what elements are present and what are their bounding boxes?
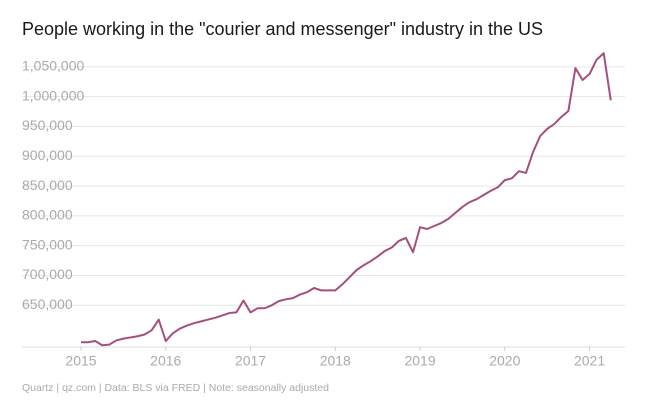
x-tick-label: 2016 [150, 353, 181, 369]
x-tick-label: 2018 [320, 353, 351, 369]
y-tick-label: 700,000 [22, 266, 73, 282]
data-line [81, 52, 612, 347]
y-tick-label: 1,000,000 [22, 87, 84, 103]
y-tick-label: 950,000 [22, 117, 73, 133]
x-tick-label: 2021 [574, 353, 605, 369]
y-tick-label: 1,050,000 [22, 58, 84, 74]
x-tick-label: 2017 [235, 353, 266, 369]
x-tick-label: 2019 [404, 353, 435, 369]
y-tick-label: 850,000 [22, 177, 73, 193]
chart-title: People working in the "courier and messe… [22, 19, 543, 39]
y-tick-label: 750,000 [22, 236, 73, 252]
y-tick-label: 650,000 [22, 296, 73, 312]
footer-note: Quartz | qz.com | Data: BLS via FRED | N… [22, 382, 329, 394]
x-tick-label: 2015 [65, 353, 96, 369]
y-tick-label: 800,000 [22, 207, 73, 223]
y-tick-label: 900,000 [22, 147, 73, 163]
x-tick-label: 2020 [489, 353, 520, 369]
